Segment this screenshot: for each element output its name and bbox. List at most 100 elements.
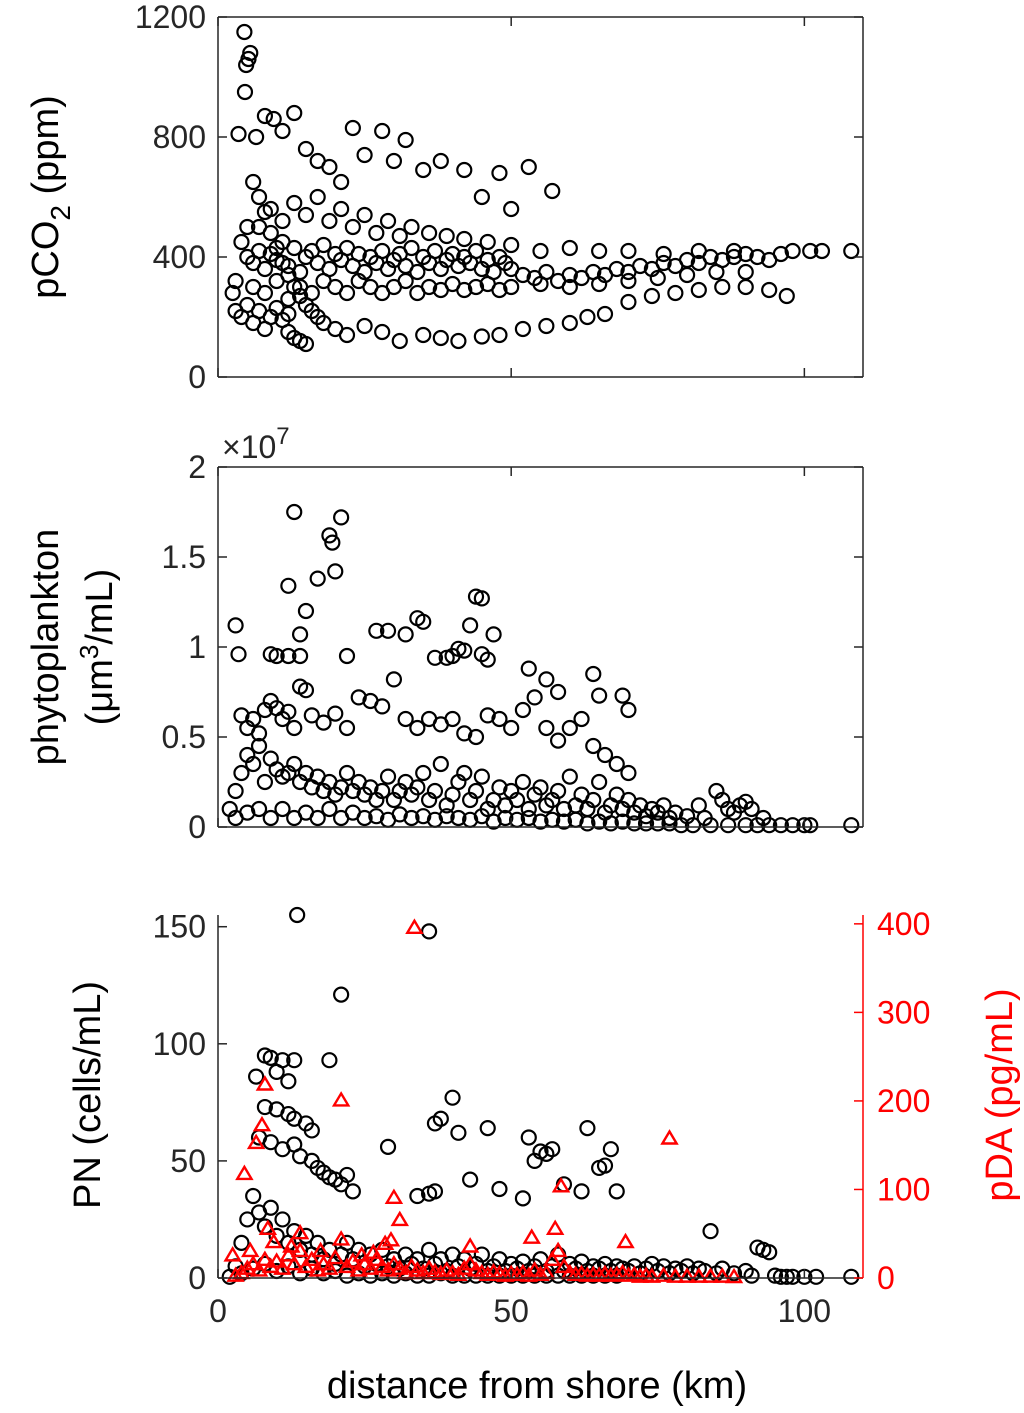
pn-point (761, 1244, 778, 1261)
pco2-point (643, 287, 661, 305)
phytoplankton-point (379, 768, 397, 785)
pda-point (352, 1246, 371, 1262)
pco2-point (596, 305, 614, 323)
pco2-point (403, 218, 420, 236)
phytoplankton-point (324, 534, 341, 551)
pda-point (258, 1219, 278, 1236)
pco2-point (725, 242, 743, 260)
pco2-point (227, 272, 244, 290)
pda-point (241, 1241, 260, 1258)
phytoplankton-point (585, 791, 602, 809)
pco2-point (420, 224, 438, 242)
pda-point (713, 1267, 732, 1283)
phytoplankton-point (309, 809, 326, 827)
phytoplankton-point (473, 768, 490, 785)
phytoplankton-point (450, 809, 467, 827)
pco2-point (761, 281, 778, 299)
pda-point (689, 1267, 709, 1283)
phytoplankton-point (456, 642, 473, 659)
phytoplankton-point (772, 817, 790, 834)
phytoplankton-point (737, 817, 754, 834)
pco2-point (467, 278, 485, 296)
phytoplankton-point (245, 755, 262, 773)
pda-point (243, 1254, 263, 1271)
pda-point (660, 1129, 679, 1145)
pn-point (526, 1152, 543, 1170)
pda-point (677, 1267, 697, 1283)
pda-point (311, 1241, 330, 1258)
pco2-point (520, 158, 537, 176)
pco2-point (415, 326, 432, 344)
pco2-point (737, 278, 754, 296)
pco2-point (344, 119, 361, 137)
pco2-point (544, 182, 561, 200)
pco2-point (620, 242, 637, 260)
pco2-point (338, 326, 356, 344)
pco2-point (256, 107, 274, 125)
pco2-point (667, 284, 684, 302)
phytoplankton-point (538, 719, 555, 737)
pda-point (381, 1230, 401, 1247)
phytoplankton-point (297, 682, 315, 699)
pco2-point (561, 266, 578, 284)
y-tick-label: 800 (153, 119, 206, 155)
phytoplankton-point (379, 622, 397, 639)
phytoplankton-point (245, 710, 262, 728)
pn-point (843, 1268, 860, 1285)
phytoplankton-point (286, 755, 303, 773)
pn-point (379, 1138, 397, 1155)
phytoplankton-point (497, 809, 514, 827)
phytoplankton-point (385, 671, 403, 688)
phytoplankton-point (514, 701, 532, 719)
x-axis-label: distance from shore (km) (327, 1365, 747, 1407)
y-tick-label: 150 (153, 909, 206, 945)
pda-point (282, 1237, 301, 1253)
pco2-point (415, 161, 432, 179)
pn-point (344, 1183, 361, 1200)
pco2-point (514, 320, 532, 338)
pn-pda-panel: 0 50 100 150 0 100 200 300 400 0 50 100 PN (cells/m… (67, 906, 1021, 1407)
pda-point (284, 1254, 304, 1271)
phytoplankton-point (684, 817, 702, 834)
phytoplankton-point (532, 813, 549, 830)
pn-pda-axes: 0 50 100 150 0 100 200 300 400 0 50 100 (153, 906, 931, 1329)
pn-point (245, 1187, 262, 1205)
phytoplankton-point (591, 773, 608, 791)
pco2-point (503, 278, 520, 296)
pco2-point (344, 218, 361, 236)
pco2-point (239, 218, 256, 236)
pco2-panel: 0 400 800 1200 pCO2 (ppm) (25, 0, 864, 395)
pco2-point (321, 212, 338, 230)
phytoplankton-point (250, 725, 268, 742)
pco2-point (473, 328, 490, 345)
pda-point (252, 1115, 272, 1132)
pn-point (338, 1166, 356, 1184)
phytoplankton-point (415, 764, 432, 782)
phytoplankton-point (520, 800, 537, 818)
pco2-point (456, 161, 473, 179)
phytoplankton-point (802, 817, 819, 834)
pda-point (273, 1259, 292, 1275)
pco2-point (632, 257, 649, 275)
pda-point (249, 1261, 269, 1277)
pda-point (223, 1246, 242, 1262)
pn-point (420, 1241, 438, 1258)
pco2-point (620, 293, 637, 311)
pco2-point (491, 164, 508, 182)
pco2-point (350, 245, 367, 263)
phytoplankton-point (549, 782, 567, 800)
pco2-point (256, 284, 274, 302)
pda-point (255, 1075, 275, 1091)
phytoplankton-point (426, 649, 444, 666)
pco2-point (778, 287, 795, 305)
pco2-point (250, 242, 268, 260)
pco2-point (843, 242, 860, 260)
pco2-point (338, 284, 356, 302)
pn-point (268, 1227, 285, 1244)
pda-point (545, 1219, 565, 1236)
pda-point (384, 1188, 404, 1205)
pco2-point (620, 272, 637, 290)
pco2-point (532, 242, 549, 260)
right-y-tick-label: 300 (877, 994, 930, 1030)
pco2-point (438, 227, 455, 245)
